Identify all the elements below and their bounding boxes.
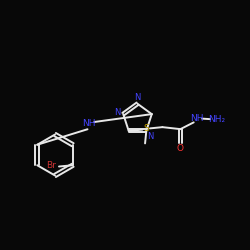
Text: N: N	[114, 108, 120, 116]
Text: Br: Br	[46, 161, 56, 170]
Text: NH: NH	[82, 119, 96, 128]
Text: O: O	[177, 144, 184, 153]
Text: NH: NH	[190, 114, 203, 123]
Text: S: S	[143, 124, 149, 133]
Text: N: N	[147, 132, 154, 141]
Text: NH₂: NH₂	[208, 115, 226, 124]
Text: N: N	[134, 92, 141, 102]
